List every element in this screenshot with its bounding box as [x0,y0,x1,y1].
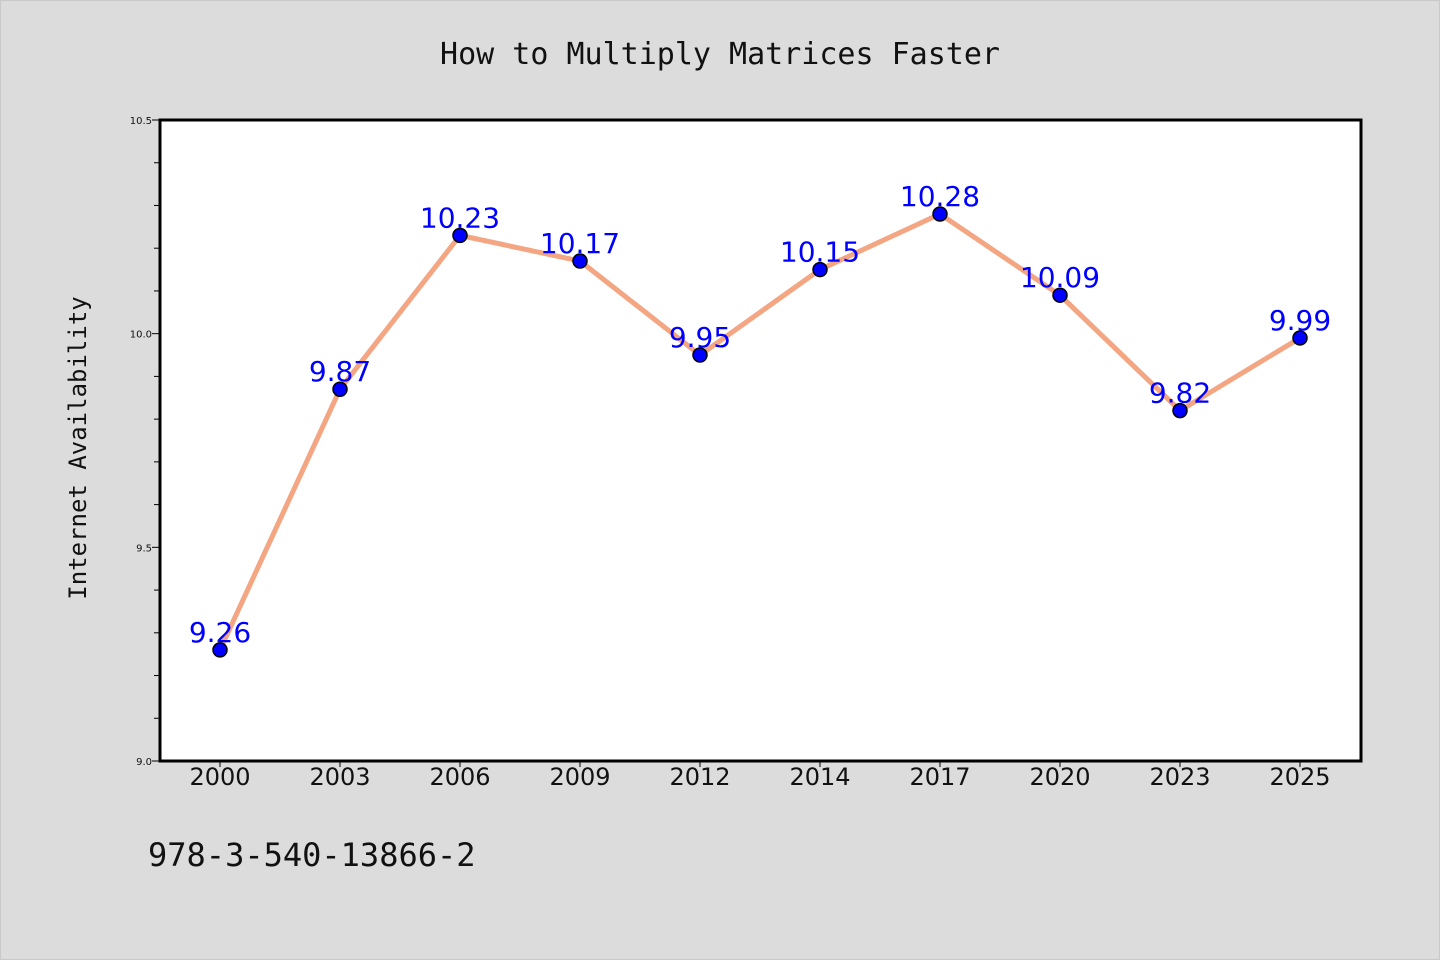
x-tick-label: 2003 [309,763,370,791]
data-point [452,227,468,244]
data-point [332,381,348,397]
data-point [1052,287,1068,303]
data-label: 10.23 [420,201,500,234]
data-label: 9.82 [1149,377,1211,410]
y-axis-label: Internet Availability [64,296,92,599]
data-label: 10.28 [900,180,980,213]
plot-area [158,118,1363,763]
x-tick-label: 2020 [1029,763,1090,791]
data-point [572,253,588,269]
x-tick-label: 2014 [789,763,850,791]
x-axis: 2000 2003 2006 2009 2012 2014 2017 2020 2023 2025 [189,761,1331,791]
chart-title: How to Multiply Matrices Faster [440,37,1000,72]
y-tick-label: 9.5 [136,543,152,554]
data-label: 9.87 [309,355,371,388]
data-point [692,347,708,363]
data-label: 10.09 [1020,261,1100,294]
footer-text: 978-3-540-13866-2 [148,836,476,874]
x-tick-label: 2012 [669,763,730,791]
x-tick-label: 2000 [189,763,250,791]
x-tick-label: 2025 [1269,763,1330,791]
y-tick-label: 10.0 [130,330,152,341]
x-tick-label: 2006 [429,763,490,791]
y-tick-label: 9.0 [136,757,152,768]
data-label: 9.26 [189,616,251,649]
x-tick-label: 2017 [909,763,970,791]
series-markers [212,206,1308,658]
x-tick-label: 2023 [1149,763,1210,791]
data-point [1292,330,1308,346]
data-label: 10.17 [540,227,620,260]
data-label: 10.15 [780,236,860,269]
data-point [212,642,228,658]
series-line [217,211,1302,651]
data-labels: 9.26 9.87 10.23 10.17 9.95 10.15 10.28 10.09 9.8… [189,180,1331,649]
data-point [812,261,828,278]
data-point [932,206,948,222]
y-tick-label: 10.5 [130,116,152,127]
data-label: 9.95 [669,321,731,354]
data-label: 9.99 [1269,304,1331,337]
data-point [1172,402,1188,419]
y-axis: 9.0 9.5 10.0 10.5 [130,116,160,768]
x-tick-label: 2009 [549,763,610,791]
